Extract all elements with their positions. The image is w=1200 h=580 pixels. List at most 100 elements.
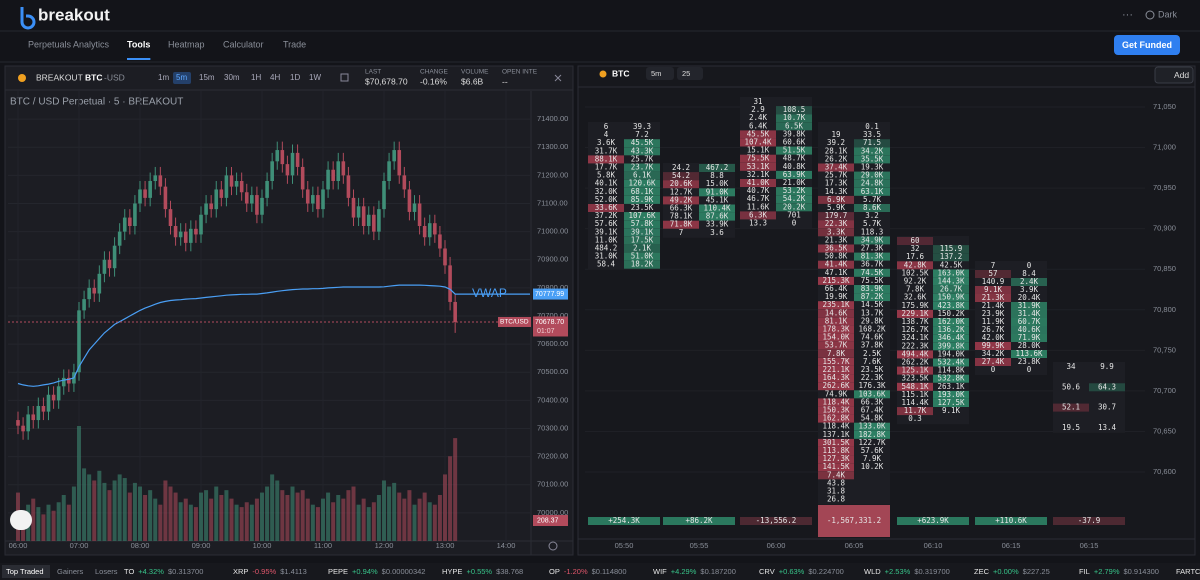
timeframe-active[interactable] — [173, 72, 191, 84]
logo[interactable]: breakout — [20, 5, 110, 30]
bid-cell — [897, 350, 933, 359]
chart-type-icon[interactable] — [340, 73, 349, 82]
ask-volume: 87.6K — [706, 212, 729, 221]
ask-cell — [1011, 334, 1047, 342]
ticker-tab[interactable]: Top Traded — [6, 567, 44, 576]
bid-volume: 118.4K — [822, 422, 850, 431]
ask-volume: 85.9K — [631, 195, 654, 204]
ticker-tab[interactable]: Losers — [95, 567, 118, 576]
menu-dots[interactable]: ··· — [1122, 9, 1133, 21]
ticker-symbol[interactable]: CRV — [759, 567, 775, 576]
ask-volume: 29.8K — [861, 316, 884, 325]
ask-volume: 532.8K — [937, 374, 965, 383]
ask-volume: 57.6K — [861, 446, 884, 455]
price-tag-label: 70678.70 — [535, 319, 564, 326]
ask-volume: 0 — [792, 219, 797, 228]
bid-volume: 4 — [604, 130, 609, 139]
nav-item[interactable]: Tools — [127, 39, 150, 49]
nav-item[interactable]: Perpetuals Analytics — [28, 39, 110, 49]
bid-volume: 78.1K — [670, 212, 693, 221]
bid-volume: 222.3K — [901, 341, 929, 350]
ticker-symbol[interactable]: WLD — [864, 567, 881, 576]
close-button[interactable] — [554, 74, 562, 82]
bid-volume: 42.8K — [904, 260, 927, 269]
volume-bar — [36, 507, 41, 541]
ask-volume: 108.5 — [783, 105, 806, 114]
ask-volume: 10.2K — [861, 462, 884, 471]
ask-volume: 33.9K — [706, 220, 729, 229]
timeframe[interactable]: 30m — [224, 73, 240, 82]
ask-volume: 9.1K — [942, 406, 961, 415]
bid-volume: 46.7K — [747, 194, 770, 203]
bid-volume: 49.2K — [670, 195, 693, 204]
theme-toggle[interactable]: Dark — [1158, 9, 1178, 19]
stat-value: $70,678.70 — [365, 76, 408, 86]
timeframe[interactable]: 4H — [270, 73, 280, 82]
bid-cell — [663, 196, 699, 205]
bid-cell — [818, 455, 854, 464]
ask-volume: 6.1K — [633, 171, 652, 180]
bid-cell — [818, 260, 854, 269]
delta-bar — [897, 517, 969, 525]
ask-volume: 10.7K — [783, 113, 806, 122]
bid-volume: 40.1K — [595, 179, 618, 188]
ticker-symbol[interactable]: ZEC — [974, 567, 990, 576]
ticker-tab[interactable]: Gainers — [57, 567, 84, 576]
ticks-select[interactable] — [677, 67, 703, 80]
timeframe[interactable]: 5m — [176, 73, 187, 82]
ask-volume: 137.2 — [940, 252, 963, 261]
volume-bar — [331, 502, 336, 541]
tab-active[interactable] — [2, 565, 50, 578]
volume-bar — [270, 474, 275, 541]
nav-item[interactable]: Calculator — [223, 39, 264, 49]
bid-volume: 43.8 — [827, 478, 846, 487]
nav-item[interactable]: Heatmap — [168, 39, 205, 49]
bid-volume: 102.5K — [901, 268, 929, 277]
timeframe[interactable]: 1W — [309, 73, 321, 82]
bid-cell — [818, 414, 854, 423]
ask-volume: 54.8K — [861, 414, 884, 423]
ticker-symbol[interactable]: HYPE — [442, 567, 462, 576]
ask-cell — [699, 164, 735, 172]
volume-bar — [346, 490, 351, 541]
ask-volume: 60.6K — [783, 138, 806, 147]
ticker-symbol[interactable]: PEPE — [328, 567, 348, 576]
interval-select[interactable] — [646, 67, 674, 80]
ticker-symbol[interactable]: TO — [124, 567, 134, 576]
cta-label[interactable]: Get Funded — [1122, 40, 1172, 50]
stat-label: LAST — [365, 69, 381, 76]
volume-bar — [437, 495, 442, 541]
timeframe[interactable]: 1D — [290, 73, 300, 82]
bid-cell — [975, 342, 1011, 350]
settings-icon[interactable] — [548, 541, 558, 551]
bid-cell — [818, 471, 854, 480]
bid-volume: 23.9K — [982, 309, 1005, 318]
timeframe[interactable]: 1m — [158, 73, 169, 82]
candle-body — [112, 245, 117, 269]
y-tick-label: 71400.00 — [537, 114, 568, 123]
nav-item[interactable]: Trade — [283, 39, 306, 49]
ticker-symbol[interactable]: FARTC — [1176, 567, 1200, 576]
volume-bar — [290, 486, 295, 541]
fp-interval[interactable]: 5m — [651, 69, 661, 78]
cta-button[interactable] — [1114, 35, 1180, 55]
ticker-symbol[interactable]: XRP — [233, 567, 248, 576]
fp-ticks[interactable]: 25 — [682, 69, 690, 78]
ticker-symbol[interactable]: FIL — [1079, 567, 1090, 576]
volume-bar — [321, 498, 325, 541]
bid-volume: 7.8K — [906, 285, 925, 294]
volume-bar — [117, 474, 122, 541]
add-label[interactable]: Add — [1174, 70, 1189, 80]
y-tick-label: 70600.00 — [537, 339, 568, 348]
ask-cell — [933, 269, 969, 278]
bid-cell — [740, 138, 776, 147]
add-button[interactable] — [1154, 66, 1194, 84]
timeframe[interactable]: 15m — [199, 73, 215, 82]
ticker-symbol[interactable]: OP — [549, 567, 560, 576]
ask-volume: 0 — [1027, 365, 1032, 374]
timeframe[interactable]: 1H — [251, 73, 261, 82]
ticker-symbol[interactable]: WIF — [653, 567, 667, 576]
logo-text: breakout — [38, 5, 110, 24]
volume-bar — [56, 502, 61, 541]
ask-volume: 21.0K — [783, 178, 806, 187]
